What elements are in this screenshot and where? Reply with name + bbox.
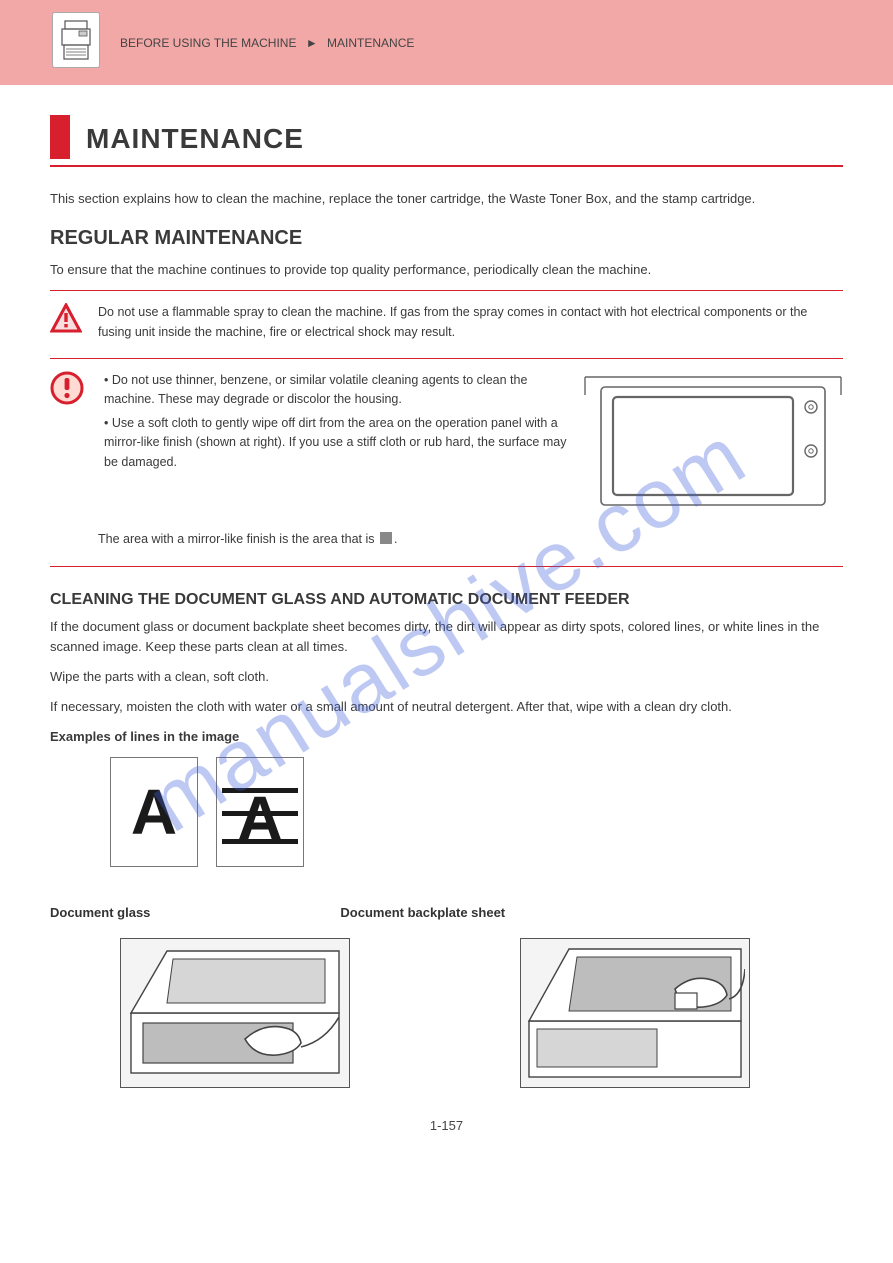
- glass-block: If the document glass or document backpl…: [50, 617, 843, 748]
- caution-indicator-note: The area with a mirror-like finish is th…: [98, 530, 843, 549]
- photo-label-left: Document glass: [50, 905, 150, 920]
- rule-2: [50, 358, 843, 359]
- topbar: BEFORE USING THE MACHINE ► MAINTENANCE: [0, 0, 893, 85]
- warning-icon: [50, 303, 84, 340]
- page-body: manualshive.com MAINTENANCE This section…: [0, 85, 893, 1173]
- caution-row: • Do not use thinner, benzene, or simila…: [50, 365, 843, 560]
- h1-row: MAINTENANCE: [50, 115, 843, 167]
- example-clean: A: [110, 757, 198, 867]
- caution-text: • Do not use thinner, benzene, or simila…: [98, 371, 843, 550]
- photo-backplate: [520, 938, 750, 1088]
- intro-block: This section explains how to clean the m…: [50, 189, 843, 209]
- panel-illustration: [583, 367, 843, 518]
- regular-p: To ensure that the machine continues to …: [50, 260, 843, 280]
- intro-p1: This section explains how to clean the m…: [50, 189, 843, 209]
- photo-row: [120, 938, 843, 1088]
- warning-text: Do not use a flammable spray to clean th…: [98, 303, 843, 342]
- photo-document-glass: [120, 938, 350, 1088]
- photo-label-right: Document backplate sheet: [340, 905, 505, 920]
- examples-label: Examples of lines in the image: [50, 727, 843, 747]
- printer-icon: [52, 12, 100, 68]
- glass-p3: If necessary, moisten the cloth with wat…: [50, 697, 843, 717]
- h3-glass: CLEANING THE DOCUMENT GLASS AND AUTOMATI…: [50, 591, 843, 609]
- example-cards: A A: [110, 757, 843, 867]
- rule-1: [50, 290, 843, 291]
- h1-redbar: [50, 115, 70, 159]
- regular-block: To ensure that the machine continues to …: [50, 260, 843, 280]
- page-title: MAINTENANCE: [86, 115, 304, 159]
- indicator-swatch: [380, 532, 392, 544]
- breadcrumb-sep: ►: [306, 36, 318, 50]
- caution-icon: [50, 371, 84, 410]
- breadcrumb-b[interactable]: MAINTENANCE: [327, 36, 414, 50]
- glass-p1: If the document glass or document backpl…: [50, 617, 843, 657]
- glass-p2: Wipe the parts with a clean, soft cloth.: [50, 667, 843, 687]
- breadcrumb-a[interactable]: BEFORE USING THE MACHINE: [120, 36, 296, 50]
- svg-text:A: A: [237, 783, 283, 855]
- h2-regular: REGULAR MAINTENANCE: [50, 227, 843, 250]
- warning-row: Do not use a flammable spray to clean th…: [50, 297, 843, 352]
- rule-3: [50, 566, 843, 567]
- example-lines: A: [216, 757, 304, 867]
- breadcrumb: BEFORE USING THE MACHINE ► MAINTENANCE: [120, 36, 414, 50]
- page-number: 1-157: [50, 1118, 843, 1133]
